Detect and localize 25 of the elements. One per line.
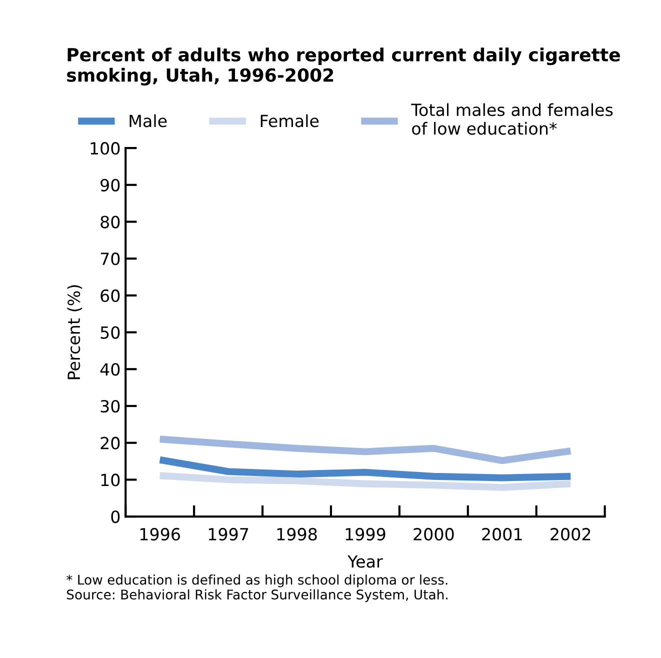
- legend-label: Female: [260, 114, 319, 128]
- text: * Low education is defined as high school diploma or less. Source: Behavioral Risk Factor Surveillance System, Utah.: [66, 574, 448, 602]
- y-tick-label: 30: [100, 400, 120, 413]
- x-tick-label: 1997: [208, 528, 248, 541]
- y-tick-label: 80: [100, 216, 120, 228]
- chart-title: Percent of adults who reported current daily cigarette smoking, Utah, 1996-2002: [67, 48, 620, 86]
- y-tick-label: 40: [100, 363, 120, 376]
- legend-label: Total males and females of low education*: [411, 103, 613, 135]
- legend-label: Male: [130, 114, 167, 128]
- x-tick-label: 1998: [277, 528, 317, 541]
- y-tick-label: 20: [100, 436, 120, 450]
- y-tick-label: 70: [100, 252, 120, 266]
- x-tick-label: 1996: [140, 528, 180, 541]
- x-axis-title: Year: [348, 555, 383, 568]
- y-axis-title: Percent (%): [67, 285, 82, 380]
- y-tick-label: 50: [100, 326, 120, 339]
- x-tick-label: 1999: [346, 528, 386, 541]
- y-tick-label: 10: [101, 474, 120, 486]
- y-tick-label: 0: [111, 510, 120, 524]
- y-tick-label: 90: [100, 178, 120, 192]
- x-tick-label: 2000: [414, 528, 454, 541]
- y-tick-label: 100: [90, 142, 120, 155]
- x-tick-label: 2002: [550, 528, 590, 541]
- x-tick-label: 2001: [482, 528, 522, 541]
- y-tick-label: 60: [100, 289, 120, 302]
